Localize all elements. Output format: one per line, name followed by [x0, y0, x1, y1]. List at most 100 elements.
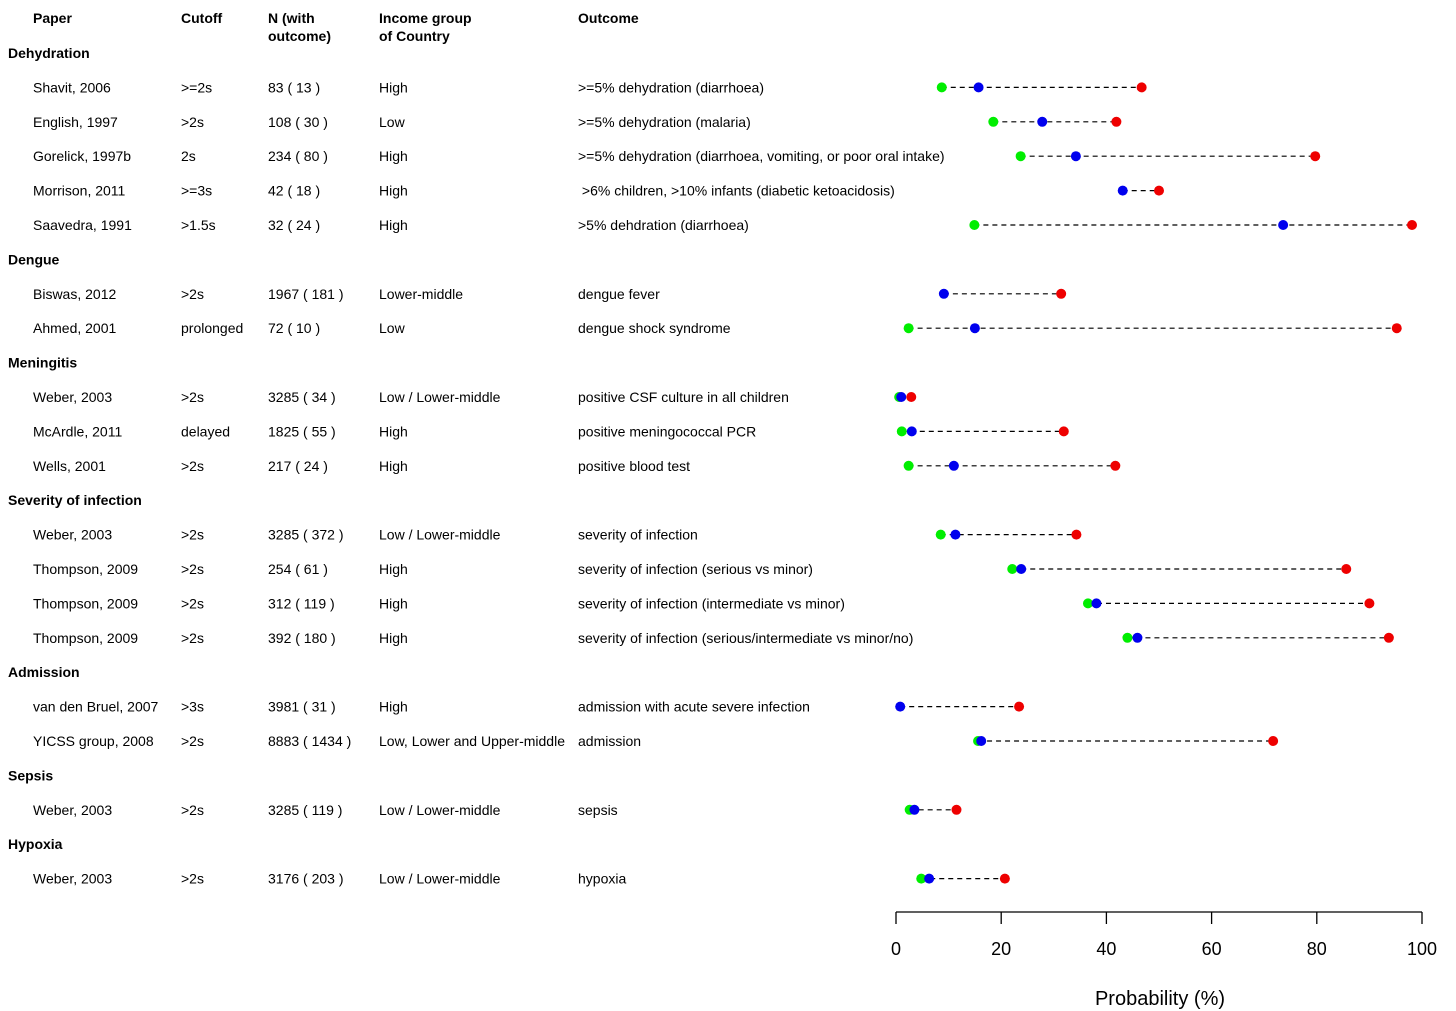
cell-paper: Weber, 2003	[33, 802, 112, 818]
point-mid	[969, 323, 980, 334]
x-tick-label: 60	[1202, 939, 1222, 959]
cell-cutoff: 2s	[181, 148, 196, 164]
point-high	[906, 392, 917, 402]
cell-paper: van den Bruel, 2007	[33, 699, 159, 715]
point-low	[903, 460, 914, 471]
cell-cutoff: delayed	[181, 423, 230, 439]
point-low	[935, 529, 946, 540]
cell-income: High	[379, 458, 408, 474]
cell-cutoff: >2s	[181, 561, 204, 577]
point-high	[1391, 323, 1402, 334]
cell-cutoff: >2s	[181, 458, 204, 474]
table-row: Ahmed, 2001 prolonged 72 ( 10 ) Low dengue s…	[33, 320, 731, 336]
cell-cutoff: >2s	[181, 871, 204, 887]
x-tick-label: 80	[1307, 939, 1327, 959]
point-mid	[924, 873, 935, 884]
cell-outcome: severity of infection (serious vs minor)	[578, 561, 813, 577]
cell-cutoff: >2s	[181, 527, 204, 543]
cell-n: 32 ( 24 )	[268, 217, 320, 233]
point-high	[1154, 185, 1164, 196]
group-label: Dengue	[8, 251, 60, 267]
cell-income: Low	[379, 320, 406, 336]
cell-n: 3285 ( 34 )	[268, 389, 336, 405]
table-row: Wells, 2001 >2s 217 ( 24 ) High positive blo…	[33, 458, 690, 474]
point-high	[1014, 701, 1025, 712]
cell-n: 42 ( 18 )	[268, 183, 320, 199]
point-mid	[976, 736, 987, 746]
point-low	[969, 220, 980, 230]
point-mid	[1070, 151, 1081, 162]
point-mid	[1117, 185, 1128, 196]
cell-n: 254 ( 61 )	[268, 561, 328, 577]
point-high	[1110, 460, 1121, 471]
cell-cutoff: prolonged	[181, 320, 243, 336]
cell-income: Low / Lower-middle	[379, 527, 501, 543]
cell-income: Low / Lower-middle	[379, 871, 501, 887]
point-mid	[938, 288, 949, 299]
point-high	[1058, 426, 1069, 437]
table-rows: Dehydration Shavit, 2006 >=2s 83 ( 13 ) High…	[8, 45, 945, 887]
cell-n: 8883 ( 1434 )	[268, 733, 351, 749]
point-high	[999, 873, 1010, 884]
cell-income: High	[379, 79, 408, 95]
cell-outcome: >=5% dehydration (diarrhoea)	[578, 79, 764, 95]
cell-outcome: severity of infection (serious/intermedi…	[578, 630, 913, 646]
table-row: Thompson, 2009 >2s 312 ( 119 ) High severity…	[33, 595, 845, 611]
point-high	[1056, 288, 1067, 299]
cell-n: 3285 ( 372 )	[268, 527, 344, 543]
cell-outcome: positive meningococcal PCR	[578, 423, 756, 439]
table-row: YICSS group, 2008 >2s 8883 ( 1434 ) Low, Lo…	[33, 733, 641, 749]
cell-paper: English, 1997	[33, 114, 118, 130]
header-income-line-1: Income group	[379, 10, 472, 26]
group-label: Hypoxia	[8, 836, 63, 852]
cell-cutoff: >1.5s	[181, 217, 216, 233]
cell-income: High	[379, 561, 408, 577]
cell-paper: Weber, 2003	[33, 527, 112, 543]
cell-outcome: >=5% dehydration (malaria)	[578, 114, 751, 130]
group-label: Dehydration	[8, 45, 90, 61]
group-label: Meningitis	[8, 355, 77, 371]
point-high	[951, 804, 962, 815]
cell-n: 312 ( 119 )	[268, 595, 335, 611]
cell-income: Low / Lower-middle	[379, 802, 501, 818]
point-low	[1015, 151, 1026, 162]
point-mid	[1132, 632, 1143, 643]
cell-n: 108 ( 30 )	[268, 114, 328, 130]
cell-income: High	[379, 630, 408, 646]
point-low	[903, 323, 914, 334]
cell-income: High	[379, 183, 408, 199]
x-tick-label: 40	[1096, 939, 1116, 959]
x-axis: 0 20 40 60 80 100 Probability (%)	[891, 911, 1437, 1010]
cell-outcome: dengue fever	[578, 286, 660, 302]
header-income-line-2: of Country	[379, 28, 450, 44]
cell-income: Low / Lower-middle	[379, 389, 501, 405]
plot-marks	[894, 82, 1418, 884]
point-mid	[1016, 564, 1027, 574]
cell-cutoff: >2s	[181, 114, 204, 130]
point-high	[1268, 736, 1279, 746]
table-row: McArdle, 2011 delayed 1825 ( 55 ) High posit…	[33, 423, 756, 439]
cell-outcome: hypoxia	[578, 871, 626, 887]
cell-cutoff: >2s	[181, 389, 204, 405]
cell-income: High	[379, 595, 408, 611]
cell-cutoff: >=3s	[181, 183, 212, 199]
cell-n: 83 ( 13 )	[268, 79, 320, 95]
point-low	[916, 873, 927, 884]
cell-paper: Biswas, 2012	[33, 286, 116, 302]
cell-n: 392 ( 180 )	[268, 630, 336, 646]
table-header: Paper Cutoff N (with outcome) Income gro…	[33, 10, 639, 44]
cell-outcome: positive blood test	[578, 458, 690, 474]
table-row: English, 1997 >2s 108 ( 30 ) Low >=5% dehydr…	[33, 114, 751, 130]
table-row: Thompson, 2009 >2s 254 ( 61 ) High severity …	[33, 561, 813, 577]
cell-outcome: positive CSF culture in all children	[578, 389, 789, 405]
point-mid	[948, 460, 959, 471]
cell-paper: Ahmed, 2001	[33, 320, 116, 336]
cell-n: 3285 ( 119 )	[268, 802, 342, 818]
cell-paper: Weber, 2003	[33, 871, 112, 887]
table-row: Morrison, 2011 >=3s 42 ( 18 ) High >6% chil…	[33, 183, 895, 199]
cell-income: High	[379, 699, 408, 715]
cell-paper: Thompson, 2009	[33, 561, 138, 577]
header-outcome: Outcome	[578, 10, 639, 26]
group-label: Admission	[8, 664, 80, 680]
cell-n: 234 ( 80 )	[268, 148, 328, 164]
